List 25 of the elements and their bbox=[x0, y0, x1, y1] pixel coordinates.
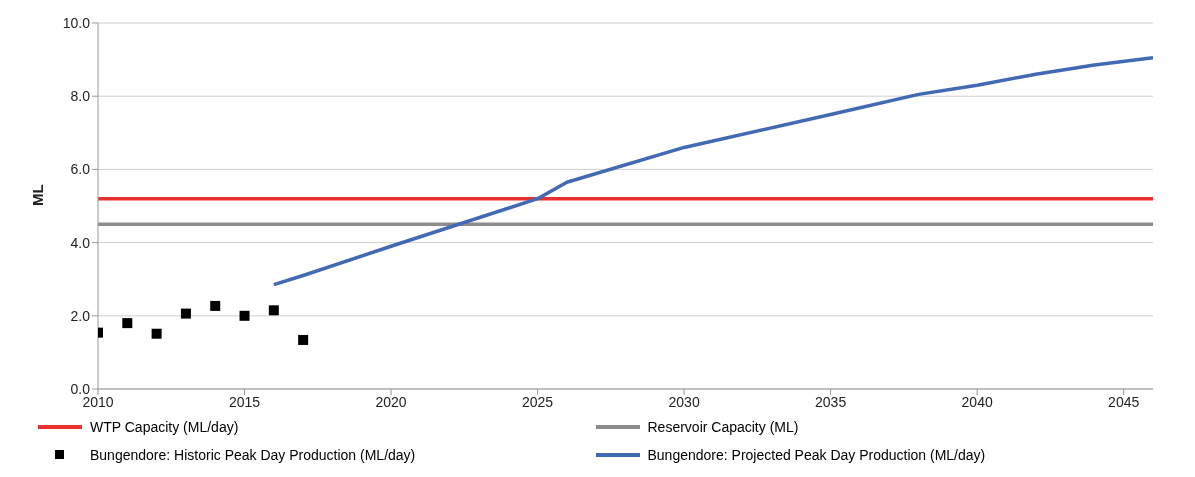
y-tick-label: 6.0 bbox=[70, 161, 91, 178]
x-tick-label: 2025 bbox=[522, 393, 554, 410]
legend-label: Reservoir Capacity (ML) bbox=[647, 419, 799, 435]
point bbox=[239, 310, 250, 321]
point bbox=[268, 305, 279, 316]
y-tick-label: 8.0 bbox=[70, 88, 91, 105]
x-tick-label: 2020 bbox=[375, 393, 407, 410]
y-tick-label: 4.0 bbox=[70, 234, 91, 251]
y-tick-label: 2.0 bbox=[70, 307, 91, 324]
x-tick-label: 2030 bbox=[668, 393, 700, 410]
x-tick-label: 2035 bbox=[815, 393, 847, 410]
x-tick-label: 2040 bbox=[961, 393, 993, 410]
line-series bbox=[272, 56, 1153, 287]
legend-label: WTP Capacity (ML/day) bbox=[90, 419, 239, 435]
point bbox=[298, 334, 309, 345]
y-tick-label: 10.0 bbox=[62, 14, 91, 31]
y-axis-title: ML bbox=[29, 184, 47, 206]
point bbox=[210, 300, 221, 311]
legend-label: Bungendore: Projected Peak Day Production (ML/day) bbox=[647, 447, 986, 463]
point bbox=[122, 318, 133, 329]
x-tick-label: 2045 bbox=[1108, 393, 1140, 410]
legend-label: Bungendore: Historic Peak Day Production (ML/day) bbox=[90, 447, 416, 463]
point bbox=[151, 328, 162, 339]
x-tick-label: 2015 bbox=[228, 393, 261, 410]
point bbox=[180, 308, 191, 319]
